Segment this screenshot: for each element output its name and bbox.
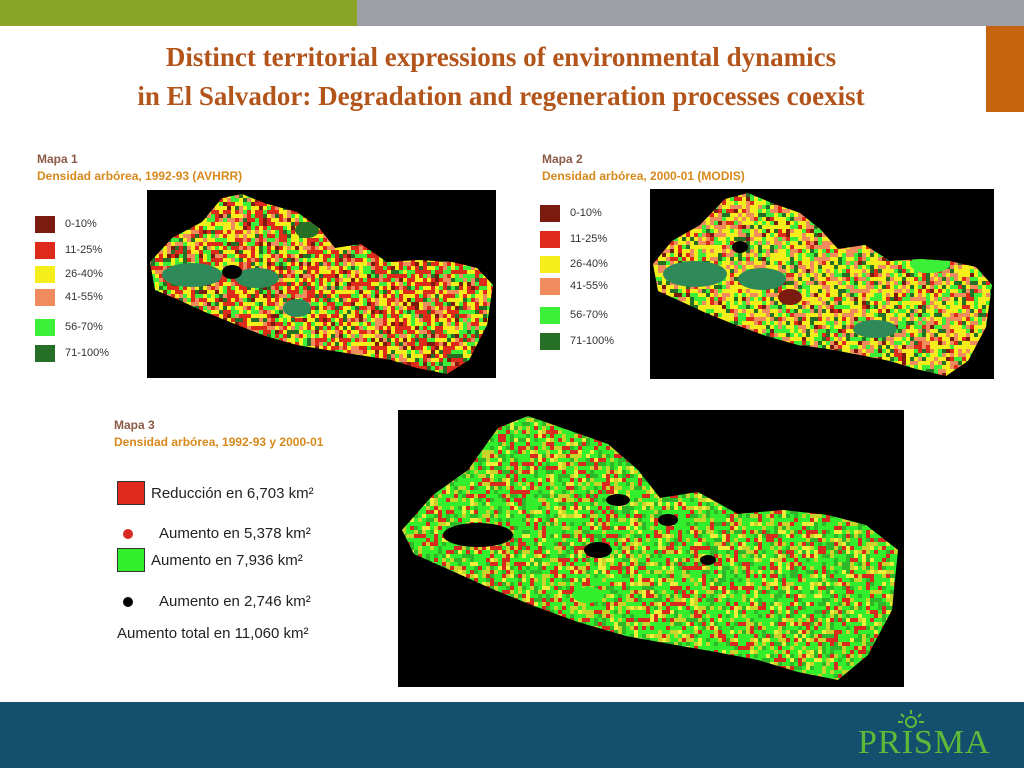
legend-label: 41-55% bbox=[65, 291, 103, 303]
legend-square bbox=[117, 481, 145, 505]
map3-legend-item: Reducción en 6,703 km² bbox=[117, 481, 314, 505]
map3-legend-item: Aumento en 7,936 km² bbox=[117, 548, 303, 572]
legend-swatch bbox=[35, 318, 55, 336]
map3-legend-item: Aumento en 2,746 km² bbox=[117, 593, 311, 610]
legend-label: 11-25% bbox=[65, 244, 103, 256]
legend-label: 71-100% bbox=[570, 335, 615, 347]
map3-label: Mapa 3 bbox=[114, 418, 155, 432]
map2-legend-item: 11-25% bbox=[540, 229, 607, 249]
legend-swatch bbox=[540, 306, 560, 324]
legend-swatch bbox=[540, 204, 560, 222]
legend-label: 0-10% bbox=[570, 207, 602, 219]
map2-image bbox=[650, 189, 994, 379]
legend-swatch bbox=[540, 230, 560, 248]
map1-legend-item: 71-100% bbox=[35, 343, 109, 363]
legend-label: 41-55% bbox=[570, 280, 608, 292]
legend-swatch bbox=[35, 344, 55, 362]
legend-dot bbox=[123, 596, 133, 607]
title-line-1: Distinct territorial expressions of envi… bbox=[165, 42, 837, 72]
legend-text: Reducción en 6,703 km² bbox=[151, 484, 314, 502]
map1-image bbox=[147, 190, 496, 378]
top-bar-gray bbox=[357, 0, 1024, 26]
map3-image bbox=[398, 410, 904, 687]
legend-text: Aumento en 7,936 km² bbox=[151, 551, 303, 569]
map3-total: Aumento total en 11,060 km² bbox=[117, 625, 309, 642]
legend-swatch bbox=[540, 255, 560, 273]
map1-label: Mapa 1 bbox=[37, 152, 78, 166]
map3-header: Mapa 3 Densidad arbórea, 1992-93 y 2000-… bbox=[114, 417, 323, 451]
legend-text: Aumento en 5,378 km² bbox=[159, 525, 311, 542]
map3-raster bbox=[402, 416, 898, 680]
map2-header: Mapa 2 Densidad arbórea, 2000-01 (MODIS) bbox=[542, 151, 745, 185]
title-line-2: in El Salvador: Degradation and regenera… bbox=[137, 81, 865, 111]
map2-raster bbox=[653, 193, 992, 376]
map2-subtitle: Densidad arbórea, 2000-01 (MODIS) bbox=[542, 169, 745, 183]
map2-legend-item: 26-40% bbox=[540, 254, 608, 274]
legend-swatch bbox=[35, 215, 55, 233]
map1-raster bbox=[150, 194, 493, 374]
map1-legend-item: 0-10% bbox=[35, 214, 97, 234]
legend-label: 11-25% bbox=[570, 233, 608, 245]
legend-label: 26-40% bbox=[570, 258, 608, 270]
legend-square bbox=[117, 548, 145, 572]
map2-legend-item: 56-70% bbox=[540, 305, 608, 325]
prisma-logo: PRISMA bbox=[858, 724, 991, 761]
map3-legend-item: Aumento en 5,378 km² bbox=[117, 525, 311, 542]
footer-bar bbox=[0, 702, 1024, 768]
legend-label: 71-100% bbox=[65, 347, 110, 359]
prisma-logo-icon bbox=[898, 710, 924, 728]
map2-legend-item: 41-55% bbox=[540, 276, 608, 296]
legend-label: 56-70% bbox=[570, 309, 608, 321]
map3-svg bbox=[402, 416, 898, 680]
top-bar-green bbox=[0, 0, 357, 26]
slide-title: Distinct territorial expressions of envi… bbox=[20, 38, 982, 116]
map2-label: Mapa 2 bbox=[542, 152, 583, 166]
legend-swatch bbox=[540, 277, 560, 295]
map1-legend-item: 41-55% bbox=[35, 287, 103, 307]
legend-swatch bbox=[35, 288, 55, 306]
legend-dot bbox=[123, 528, 133, 539]
legend-swatch bbox=[35, 265, 55, 283]
legend-swatch bbox=[35, 241, 55, 259]
map1-legend-item: 56-70% bbox=[35, 317, 103, 337]
accent-block bbox=[986, 26, 1024, 112]
legend-label: 56-70% bbox=[65, 321, 103, 333]
map1-subtitle: Densidad arbórea, 1992-93 (AVHRR) bbox=[37, 169, 243, 183]
legend-label: 26-40% bbox=[65, 268, 103, 280]
map1-header: Mapa 1 Densidad arbórea, 1992-93 (AVHRR) bbox=[37, 151, 242, 185]
map3-subtitle: Densidad arbórea, 1992-93 y 2000-01 bbox=[114, 435, 324, 449]
map2-legend-item: 71-100% bbox=[540, 331, 614, 351]
legend-label: 0-10% bbox=[65, 218, 97, 230]
map1-legend-item: 11-25% bbox=[35, 240, 102, 260]
map1-legend-item: 26-40% bbox=[35, 264, 103, 284]
map2-svg bbox=[653, 193, 992, 376]
legend-swatch bbox=[540, 332, 560, 350]
map1-svg bbox=[150, 194, 493, 374]
legend-text: Aumento en 2,746 km² bbox=[159, 593, 311, 610]
total-text: Aumento total en 11,060 km² bbox=[117, 625, 309, 642]
map2-legend-item: 0-10% bbox=[540, 203, 602, 223]
